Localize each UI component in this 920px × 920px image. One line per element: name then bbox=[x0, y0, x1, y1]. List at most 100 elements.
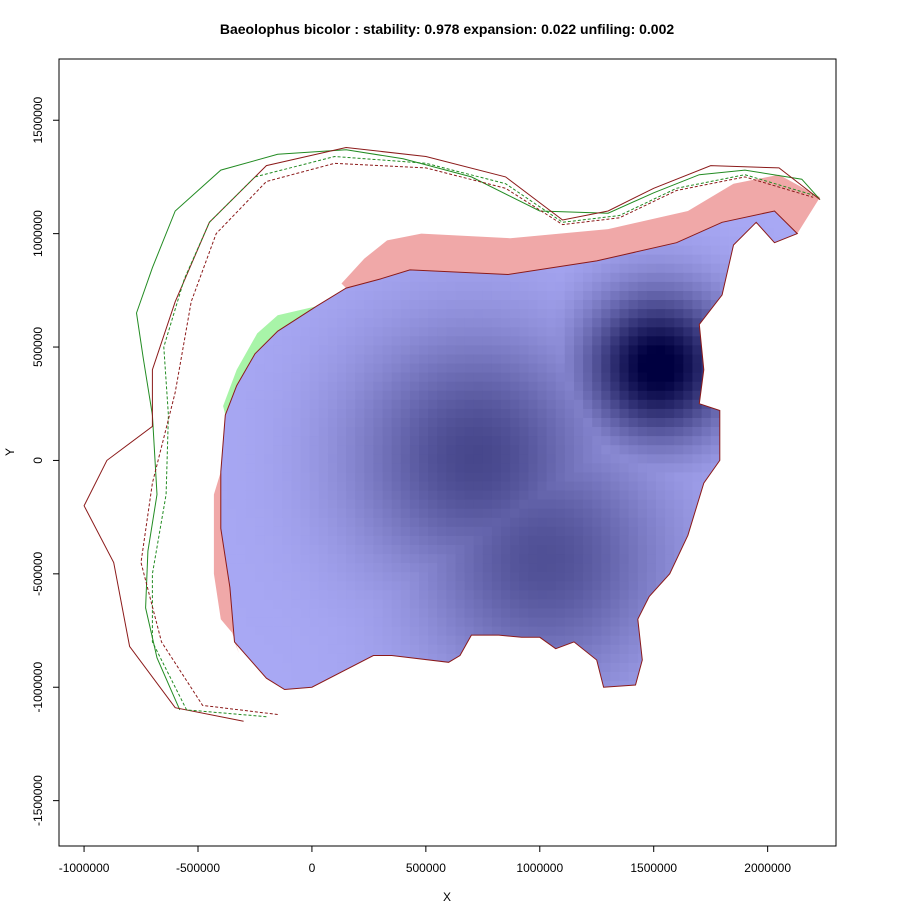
density-cell bbox=[546, 662, 557, 672]
density-cell bbox=[646, 417, 657, 427]
density-cell bbox=[637, 344, 648, 355]
density-cell bbox=[220, 480, 229, 491]
density-cell bbox=[428, 381, 438, 391]
density-cell bbox=[610, 191, 620, 201]
density-cell bbox=[245, 254, 256, 264]
density-cell bbox=[528, 653, 539, 663]
density-cell bbox=[455, 553, 466, 564]
density-cell bbox=[701, 408, 712, 418]
density-cell bbox=[400, 426, 411, 437]
density-cell bbox=[510, 462, 520, 473]
density-cell bbox=[519, 381, 529, 391]
density-cell bbox=[574, 480, 584, 491]
density-cell bbox=[528, 317, 539, 328]
density-cell bbox=[309, 353, 320, 364]
density-cell bbox=[665, 671, 675, 682]
density-cell bbox=[601, 381, 611, 391]
density-cell bbox=[373, 399, 384, 409]
density-cell bbox=[428, 517, 438, 527]
density-cell bbox=[419, 299, 429, 310]
density-cell bbox=[710, 653, 721, 663]
density-cell bbox=[774, 526, 785, 536]
density-cell bbox=[728, 553, 739, 564]
density-cell bbox=[528, 372, 539, 382]
density-cell bbox=[692, 526, 703, 536]
density-cell bbox=[701, 426, 712, 437]
density-cell bbox=[409, 326, 420, 337]
density-cell bbox=[473, 299, 484, 310]
density-cell bbox=[683, 344, 693, 355]
density-cell bbox=[337, 544, 347, 555]
density-cell bbox=[783, 562, 794, 573]
density-cell bbox=[282, 226, 292, 237]
density-cell bbox=[300, 272, 311, 282]
density-cell bbox=[574, 200, 584, 210]
density-cell bbox=[774, 299, 785, 310]
y-tick-label: -1500000 bbox=[31, 775, 45, 826]
density-cell bbox=[774, 272, 785, 282]
density-cell bbox=[802, 336, 812, 346]
density-cell bbox=[719, 326, 730, 337]
density-cell bbox=[473, 562, 484, 573]
density-cell bbox=[437, 662, 447, 672]
density-cell bbox=[391, 390, 402, 400]
density-cell bbox=[464, 580, 475, 591]
density-cell bbox=[546, 272, 557, 282]
density-cell bbox=[811, 563, 821, 573]
density-cell bbox=[738, 553, 748, 564]
density-cell bbox=[482, 471, 493, 482]
density-cell bbox=[601, 499, 611, 509]
density-cell bbox=[373, 299, 384, 310]
density-cell bbox=[656, 308, 666, 319]
density-cell bbox=[610, 281, 621, 291]
density-cell bbox=[692, 480, 703, 491]
density-cell bbox=[473, 408, 484, 418]
density-cell bbox=[637, 571, 648, 582]
density-cell bbox=[382, 299, 393, 310]
density-cell bbox=[327, 444, 338, 455]
density-cell bbox=[656, 562, 666, 573]
density-cell bbox=[220, 245, 229, 255]
density-cell bbox=[610, 499, 621, 509]
density-cell bbox=[309, 471, 320, 482]
density-cell bbox=[245, 553, 256, 564]
density-cell bbox=[245, 226, 256, 237]
density-cell bbox=[774, 462, 785, 473]
density-cell bbox=[482, 680, 493, 690]
density-cell bbox=[792, 471, 798, 482]
density-cell bbox=[628, 635, 639, 645]
density-cell bbox=[574, 589, 584, 600]
density-cell bbox=[783, 444, 794, 455]
density-cell bbox=[756, 254, 766, 264]
density-cell bbox=[656, 471, 666, 482]
density-cell bbox=[555, 444, 566, 455]
density-cell bbox=[710, 426, 721, 437]
density-cell bbox=[346, 644, 356, 654]
density-cell bbox=[446, 399, 457, 409]
density-cell bbox=[774, 644, 785, 654]
density-cell bbox=[456, 690, 466, 700]
density-cell bbox=[309, 381, 320, 391]
density-cell bbox=[437, 272, 447, 282]
density-cell bbox=[574, 344, 584, 355]
density-cell bbox=[300, 508, 311, 518]
density-cell bbox=[227, 299, 238, 310]
y-tick-label: 0 bbox=[31, 457, 45, 464]
density-cell bbox=[592, 544, 602, 555]
density-cell bbox=[592, 489, 602, 500]
density-cell bbox=[747, 462, 757, 473]
density-cell bbox=[220, 435, 229, 446]
density-cell bbox=[291, 671, 302, 682]
density-cell bbox=[428, 526, 438, 536]
density-cell bbox=[756, 263, 766, 273]
density-cell bbox=[620, 191, 630, 201]
density-cell bbox=[346, 471, 356, 482]
density-cell bbox=[692, 653, 703, 663]
density-cell bbox=[692, 399, 703, 409]
density-cell bbox=[501, 517, 511, 527]
density-cell bbox=[665, 353, 675, 364]
density-cell bbox=[674, 200, 684, 210]
density-cell bbox=[692, 626, 703, 636]
density-cell bbox=[282, 598, 292, 609]
density-cell bbox=[391, 299, 402, 310]
